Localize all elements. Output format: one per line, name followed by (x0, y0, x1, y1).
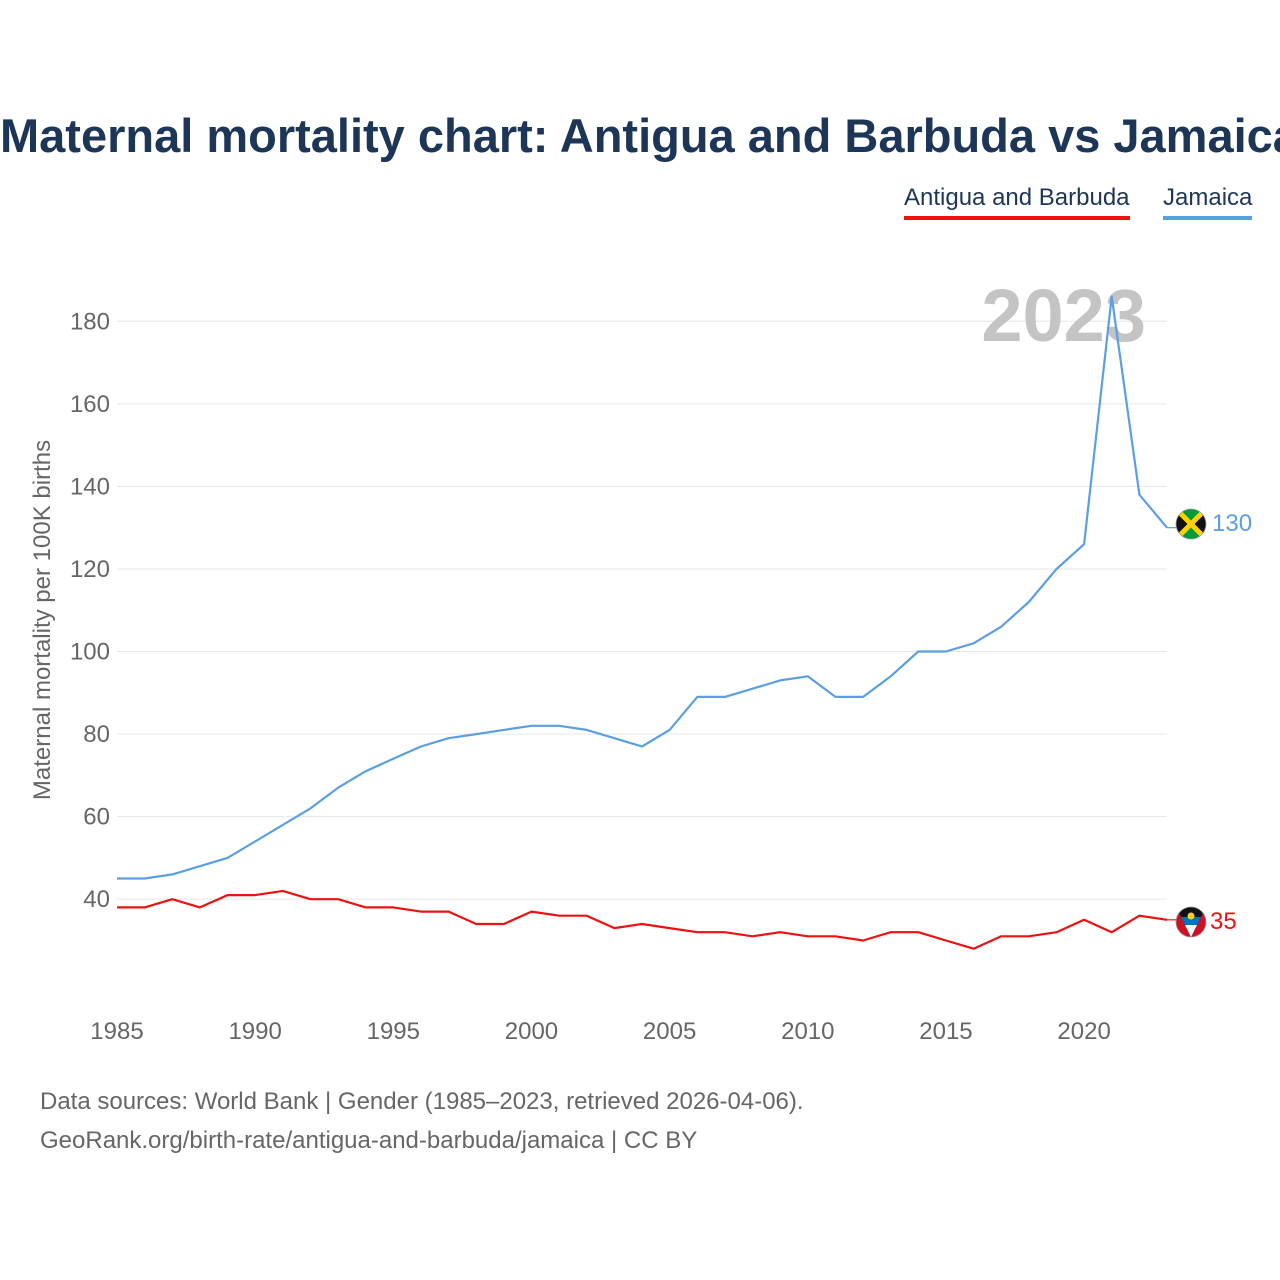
y-tick-label: 100 (70, 639, 110, 666)
gridlines (117, 320, 1167, 900)
series-line-jamaica[interactable] (117, 295, 1168, 880)
x-tick-label: 2000 (505, 1018, 558, 1045)
x-tick-label: 2015 (919, 1018, 972, 1045)
y-tick-label: 60 (83, 804, 110, 831)
y-tick-label: 160 (70, 391, 110, 418)
year-overlay: 2023 (981, 274, 1146, 357)
y-tick-label: 80 (83, 721, 110, 748)
series-end-label-antigua-and-barbuda: 35 (1210, 908, 1237, 935)
series (117, 295, 1176, 950)
y-axis: 40 60 80 100 120 140 160 180 (70, 308, 110, 913)
jamaica-flag-icon (1175, 508, 1207, 540)
source-link[interactable]: GeoRank.org/birth-rate/antigua-and-barbu… (40, 1127, 698, 1154)
legend-item-jamaica[interactable]: Jamaica (1163, 184, 1253, 220)
x-axis: 1985 1990 1995 2000 2005 2010 2015 2020 (90, 1018, 1110, 1045)
x-tick-label: 1990 (228, 1018, 281, 1045)
antigua-and-barbuda-flag-icon (1175, 906, 1207, 938)
x-tick-label: 2010 (781, 1018, 834, 1045)
y-axis-label: Maternal mortality per 100K births (29, 440, 56, 800)
y-tick-label: 180 (70, 308, 110, 335)
legend-item-antigua-and-barbuda[interactable]: Antigua and Barbuda (904, 184, 1130, 220)
source-note: Data sources: World Bank | Gender (1985–… (40, 1088, 804, 1115)
y-tick-label: 120 (70, 556, 110, 583)
x-tick-label: 1985 (90, 1018, 143, 1045)
series-line-antigua-and-barbuda[interactable] (117, 889, 1168, 950)
y-tick-label: 40 (83, 886, 110, 913)
series-end-label-jamaica: 130 (1212, 510, 1252, 537)
chart-title: Maternal mortality chart: Antigua and Ba… (0, 109, 1280, 162)
x-tick-label: 2005 (643, 1018, 696, 1045)
x-tick-label: 1995 (367, 1018, 420, 1045)
x-tick-label: 2020 (1057, 1018, 1110, 1045)
y-tick-label: 140 (70, 473, 110, 500)
